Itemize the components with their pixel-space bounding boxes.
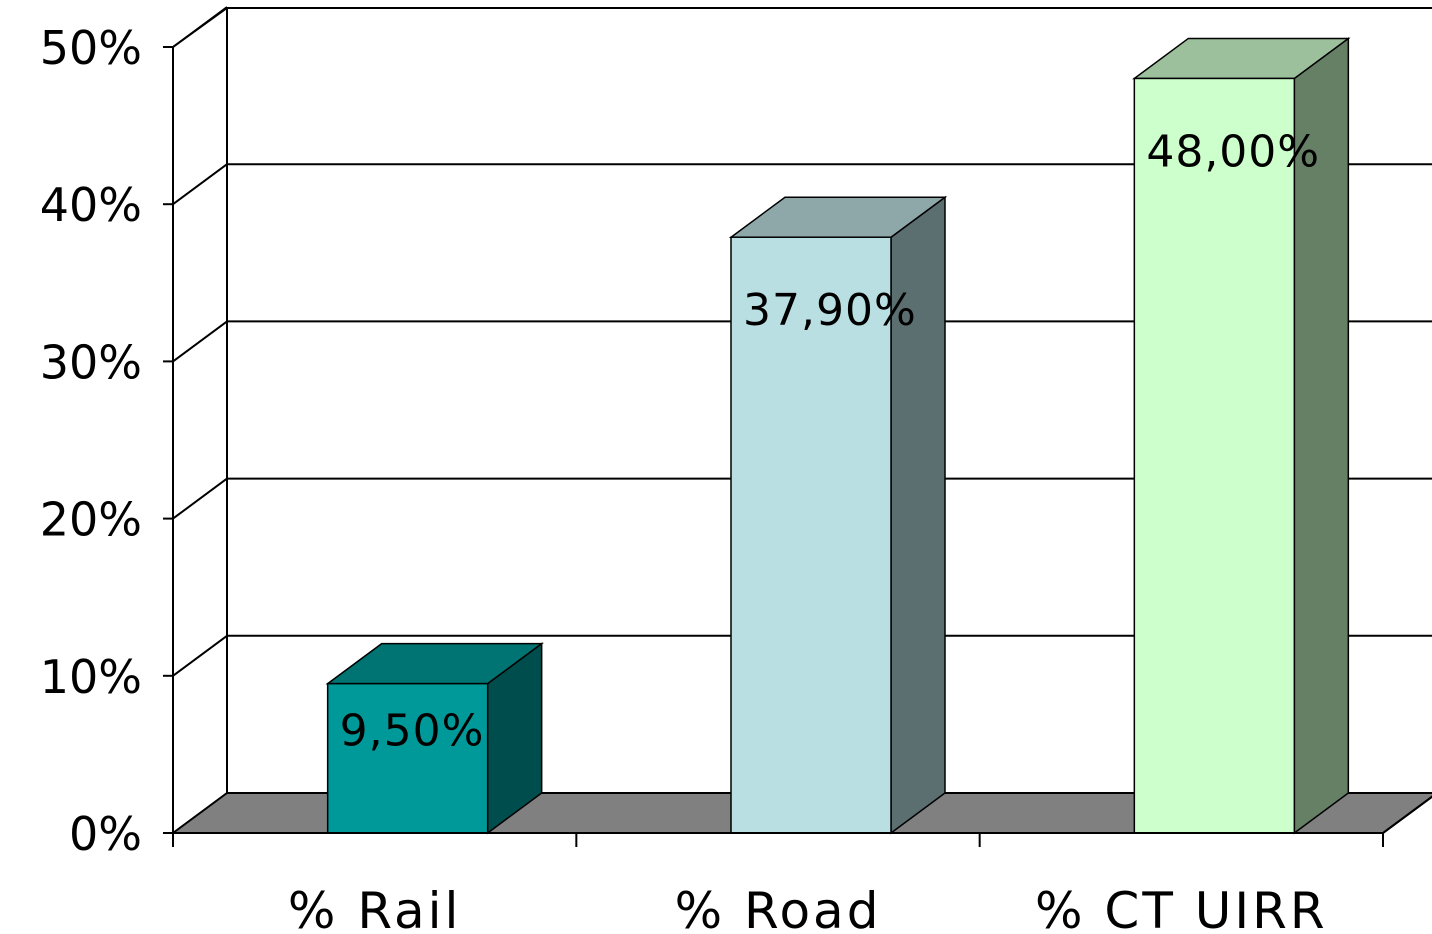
floor-right-edge <box>1382 795 1432 834</box>
y-tick-labels: 0% 10% 20% 30% 40% 50% <box>40 21 142 861</box>
data-label-3: 48,00% <box>1146 126 1320 177</box>
gridline-side-20 <box>172 477 228 520</box>
category-label-2: % Road <box>675 882 882 934</box>
category-label-3: % CT UIRR <box>1035 882 1328 934</box>
bar-front-2 <box>730 236 892 834</box>
category-label-1: % Rail <box>288 882 461 934</box>
y-tick-label-50: 50% <box>40 21 142 75</box>
y-tick-label-30: 30% <box>40 335 142 389</box>
gridline-side-10 <box>172 634 228 677</box>
gridline-side-30 <box>172 320 228 363</box>
axes <box>163 46 1432 847</box>
data-labels: 9,50% 37,90% 48,00% <box>340 126 1320 757</box>
bars <box>325 36 1351 835</box>
bar-1 <box>325 642 544 835</box>
category-labels: % Rail % Road % CT UIRR <box>288 882 1328 934</box>
data-label-2: 37,90% <box>743 285 917 336</box>
bar-2 <box>728 195 948 835</box>
data-label-1: 9,50% <box>340 706 485 757</box>
y-tick-label-40: 40% <box>40 178 142 232</box>
bar-front-1 <box>326 682 489 834</box>
gridline-side-50 <box>172 6 228 48</box>
gridline-side-40 <box>172 163 228 206</box>
y-tick-label-0: 0% <box>69 807 142 861</box>
bar-front-3 <box>1133 77 1296 834</box>
bar-3 <box>1132 36 1351 835</box>
y-tick-label-10: 10% <box>40 650 142 704</box>
y-tick-label-20: 20% <box>40 493 142 547</box>
